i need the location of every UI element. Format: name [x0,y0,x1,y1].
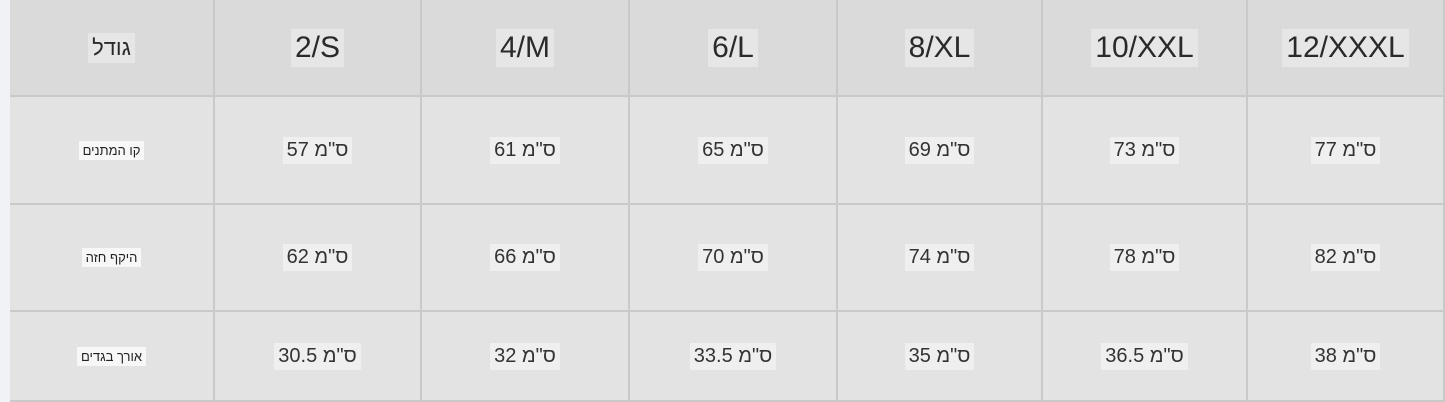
table-cell-text: 73 ס"מ [1109,136,1180,164]
table-cell: 57 ס"מ [215,97,422,205]
table-cell-text: 33.5 ס"מ [689,342,777,370]
row-label-1-text: היקף חזה [81,248,142,267]
row-label-0-text: קו המתנים [78,140,145,160]
table-cell: 82 ס"מ [1248,205,1445,312]
table-cell-text: 70 ס"מ [698,244,768,271]
header-size-label: גודל [10,0,215,97]
row-label-0: קו המתנים [10,97,215,205]
table-cell: 65 ס"מ [630,97,838,205]
table-cell: 74 ס"מ [838,205,1043,312]
table-cell: 62 ס"מ [215,205,422,312]
header-size-1: 4/M [422,0,630,97]
header-size-5-text: 12/XXXL [1282,28,1409,67]
table-cell: 61 ס"מ [422,97,630,205]
header-size-4-text: 10/XXL [1091,28,1198,67]
table-cell-text: 32 ס"מ [490,342,560,370]
table-cell-text: 69 ס"מ [904,136,975,164]
header-size-4: 10/XXL [1043,0,1248,97]
table-cell: 66 ס"מ [422,205,630,312]
table-cell: 69 ס"מ [838,97,1043,205]
table-cell-text: 82 ס"מ [1310,244,1381,271]
header-size-1-text: 4/M [495,28,554,67]
table-cell: 78 ס"מ [1043,205,1248,312]
table-cell-text: 35 ס"מ [904,342,975,370]
header-size-0: 2/S [215,0,422,97]
table-cell: 77 ס"מ [1248,97,1445,205]
header-size-2: 6/L [630,0,838,97]
header-size-2-text: 6/L [708,28,758,67]
table-cell: 70 ס"מ [630,205,838,312]
table-cell: 73 ס"מ [1043,97,1248,205]
table-cell-text: 30.5 ס"מ [274,342,361,370]
table-cell-text: 78 ס"מ [1109,244,1180,271]
table-cell-text: 36.5 ס"מ [1101,342,1188,370]
table-cell: 30.5 ס"מ [215,312,422,402]
table-cell-text: 62 ס"מ [282,244,353,271]
table-cell: 36.5 ס"מ [1043,312,1248,402]
row-label-1: היקף חזה [10,205,215,312]
table-cell-text: 61 ס"מ [490,136,560,164]
table-cell-text: 38 ס"מ [1310,342,1381,370]
row-label-2-text: אורך בגדים [76,346,147,366]
table-cell-text: 66 ס"מ [490,244,560,271]
table-cell: 35 ס"מ [838,312,1043,402]
header-size-3: 8/XL [838,0,1043,97]
table-cell-text: 74 ס"מ [904,244,975,271]
header-size-5: 12/XXXL [1248,0,1445,97]
table-cell-text: 57 ס"מ [282,136,353,164]
header-size-label-text: גודל [88,32,135,63]
size-chart-table: גודל 2/S 4/M 6/L 8/XL 10/XXL 12/XXXL קו המתנים 5… [10,0,1445,402]
table-cell: 32 ס"מ [422,312,630,402]
table-cell: 33.5 ס"מ [630,312,838,402]
row-label-2: אורך בגדים [10,312,215,402]
header-size-3-text: 8/XL [904,28,975,67]
header-size-0-text: 2/S [290,28,345,67]
table-cell-text: 65 ס"מ [698,136,768,164]
table-cell-text: 77 ס"מ [1310,136,1381,164]
table-cell: 38 ס"מ [1248,312,1445,402]
